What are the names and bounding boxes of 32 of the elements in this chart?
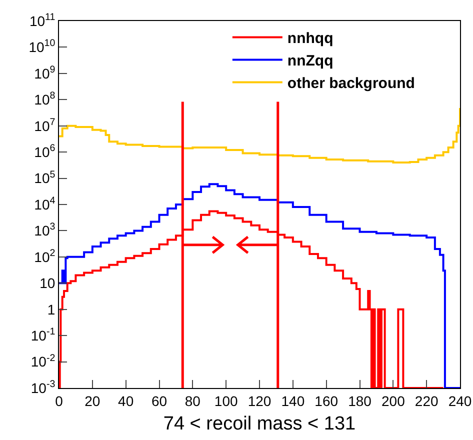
x-axis-title: 74 < recoil mass < 131 <box>163 414 356 435</box>
y-tick-label: 10$^{-1}$ <box>30 326 56 344</box>
x-tick-label: 100 <box>214 392 238 409</box>
y-tick-label: 10$^{10}$ <box>28 38 56 56</box>
legend-label: nnZqq <box>287 52 334 70</box>
x-tick-label: 40 <box>118 392 134 409</box>
y-tick-label: 10$^{2}$ <box>34 248 56 265</box>
x-tick-label: 120 <box>248 392 272 409</box>
y-tick-label: 10 <box>40 275 56 292</box>
x-tick-label: 80 <box>184 392 201 409</box>
y-tick-label: 10$^{3}$ <box>34 222 56 239</box>
legend-label: other background <box>287 75 415 92</box>
legend-label: nnhqq <box>287 30 334 48</box>
x-tick-label: 60 <box>151 392 168 409</box>
y-tick-label: 10$^{9}$ <box>34 64 56 82</box>
y-tick-label: 10$^{4}$ <box>34 196 56 212</box>
y-tick-label: 10$^{-3}$ <box>30 379 56 396</box>
y-tick-label: 10$^{8}$ <box>34 90 56 108</box>
y-tick-label: 10$^{11}$ <box>29 12 56 29</box>
y-tick-label: 10$^{-2}$ <box>30 352 56 370</box>
x-tick-label: 20 <box>84 392 100 409</box>
x-tick-label: 0 <box>55 392 64 409</box>
x-tick-label: 200 <box>381 392 406 409</box>
x-tick-label: 160 <box>314 392 338 409</box>
y-tick-label: 1 <box>47 301 56 318</box>
y-tick-label: 10$^{5}$ <box>34 169 56 186</box>
x-tick-label: 140 <box>281 392 305 409</box>
x-tick-label: 220 <box>414 392 438 409</box>
y-tick-label: 10$^{7}$ <box>34 116 56 134</box>
y-tick-label: 10$^{6}$ <box>34 143 56 160</box>
x-tick-label: 240 <box>448 392 472 409</box>
x-tick-label: 180 <box>348 392 372 409</box>
